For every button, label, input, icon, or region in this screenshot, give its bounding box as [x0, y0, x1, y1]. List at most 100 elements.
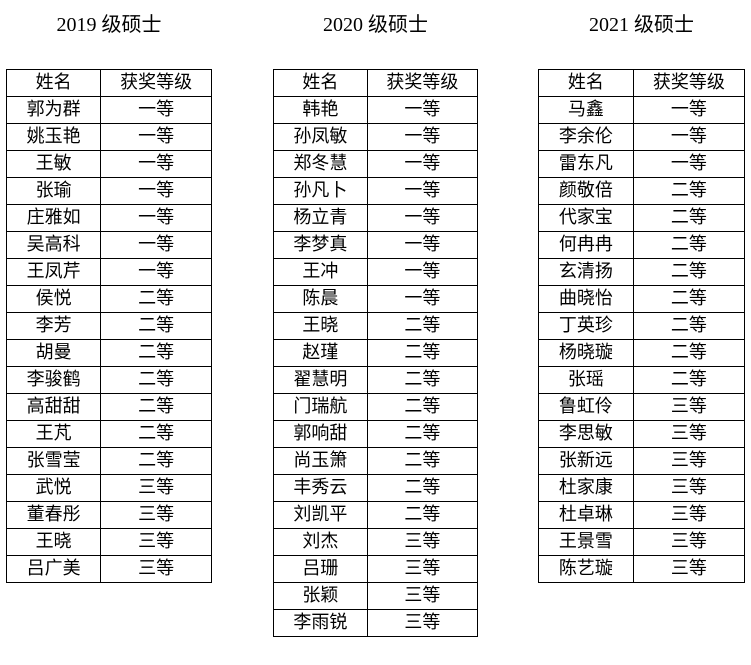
award-level-cell: 一等 — [366, 204, 479, 232]
student-row: 李余伦 一等 — [538, 123, 746, 151]
student-row: 姚玉艳 一等 — [5, 123, 212, 151]
student-name-cell: 丰秀云 — [273, 474, 368, 502]
cohort-2021-awards-table: 姓名 获奖等级 马鑫 一等 李余伦 一等 — [538, 69, 746, 583]
student-name-cell: 郭响甜 — [273, 420, 368, 448]
header-row: 姓名 获奖等级 — [538, 69, 746, 97]
cohort-2019-awards-table: 姓名 获奖等级 郭为群 一等 姚玉艳 一等 — [5, 69, 212, 583]
student-row: 张雪莹 二等 — [5, 447, 212, 475]
award-column-header: 获奖等级 — [366, 69, 479, 97]
cohort-2020-awards-table: 姓名 获奖等级 韩艳 一等 孙凤敏 一等 — [273, 69, 479, 637]
student-row: 张瑶 二等 — [538, 366, 746, 394]
student-row: 郭响甜 二等 — [273, 420, 479, 448]
student-name-cell: 张颖 — [273, 582, 368, 610]
student-row: 马鑫 一等 — [538, 96, 746, 124]
student-row: 曲晓怡 二等 — [538, 285, 746, 313]
award-level-cell: 一等 — [100, 177, 212, 205]
student-row: 武悦 三等 — [5, 474, 212, 502]
student-name-cell: 王景雪 — [538, 528, 634, 556]
award-level-cell: 一等 — [366, 150, 479, 178]
student-name-cell: 杜卓琳 — [538, 501, 634, 529]
student-name-cell: 杜家康 — [538, 474, 634, 502]
award-level-cell: 三等 — [632, 420, 746, 448]
cohort-2021-title: 2021 级硕士 — [589, 14, 694, 36]
student-row: 王敏 一等 — [5, 150, 212, 178]
award-level-cell: 一等 — [100, 258, 212, 286]
student-name-cell: 高甜甜 — [5, 393, 102, 421]
name-column-header: 姓名 — [5, 69, 102, 97]
award-level-cell: 一等 — [100, 150, 212, 178]
student-row: 王芃 二等 — [5, 420, 212, 448]
student-row: 孙凤敏 一等 — [273, 123, 479, 151]
student-row: 高甜甜 二等 — [5, 393, 212, 421]
award-level-cell: 三等 — [366, 528, 479, 556]
award-level-cell: 二等 — [366, 420, 479, 448]
award-column-header: 获奖等级 — [632, 69, 746, 97]
cohort-2021-section: 2021 级硕士 姓名 获奖等级 马鑫 一等 李余伦 — [538, 13, 746, 583]
student-row: 胡曼 二等 — [5, 339, 212, 367]
student-name-cell: 玄清扬 — [538, 258, 634, 286]
award-level-cell: 二等 — [366, 339, 479, 367]
award-level-cell: 二等 — [100, 420, 212, 448]
award-level-cell: 三等 — [100, 474, 212, 502]
student-row: 尚玉箫 二等 — [273, 447, 479, 475]
student-name-cell: 李梦真 — [273, 231, 368, 259]
award-level-cell: 一等 — [366, 231, 479, 259]
student-name-cell: 刘杰 — [273, 528, 368, 556]
student-name-cell: 杨立青 — [273, 204, 368, 232]
student-name-cell: 杨晓璇 — [538, 339, 634, 367]
name-column-header: 姓名 — [538, 69, 634, 97]
award-level-cell: 三等 — [632, 501, 746, 529]
student-name-cell: 王晓 — [273, 312, 368, 340]
student-name-cell: 郑冬慧 — [273, 150, 368, 178]
student-name-cell: 王凤芹 — [5, 258, 102, 286]
student-name-cell: 吕广美 — [5, 555, 102, 583]
tables-container: 2019 级硕士 姓名 获奖等级 郭为群 一等 姚玉艳 — [5, 13, 746, 637]
student-name-cell: 何冉冉 — [538, 231, 634, 259]
award-level-cell: 二等 — [632, 231, 746, 259]
student-name-cell: 庄雅如 — [5, 204, 102, 232]
award-level-cell: 三等 — [366, 609, 479, 637]
award-level-cell: 三等 — [100, 528, 212, 556]
student-row: 王晓 二等 — [273, 312, 479, 340]
award-level-cell: 二等 — [100, 285, 212, 313]
award-level-cell: 三等 — [632, 393, 746, 421]
student-row: 李芳 二等 — [5, 312, 212, 340]
student-row: 陈艺璇 三等 — [538, 555, 746, 583]
student-row: 鲁虹伶 三等 — [538, 393, 746, 421]
name-column-header: 姓名 — [273, 69, 368, 97]
student-name-cell: 李骏鹤 — [5, 366, 102, 394]
student-name-cell: 陈晨 — [273, 285, 368, 313]
award-level-cell: 二等 — [632, 366, 746, 394]
student-name-cell: 李雨锐 — [273, 609, 368, 637]
award-level-cell: 一等 — [100, 204, 212, 232]
student-row: 王凤芹 一等 — [5, 258, 212, 286]
student-row: 李雨锐 三等 — [273, 609, 479, 637]
student-row: 门瑞航 二等 — [273, 393, 479, 421]
award-level-cell: 三等 — [632, 555, 746, 583]
student-name-cell: 马鑫 — [538, 96, 634, 124]
student-name-cell: 李思敏 — [538, 420, 634, 448]
award-level-cell: 二等 — [100, 339, 212, 367]
award-level-cell: 一等 — [366, 96, 479, 124]
student-row: 李思敏 三等 — [538, 420, 746, 448]
award-level-cell: 三等 — [100, 555, 212, 583]
cohort-2021-table-body: 马鑫 一等 李余伦 一等 雷东凡 一等 颜敬倍 — [538, 96, 746, 583]
student-row: 雷东凡 一等 — [538, 150, 746, 178]
student-row: 丰秀云 二等 — [273, 474, 479, 502]
cohort-2019-table-body: 郭为群 一等 姚玉艳 一等 王敏 一等 张瑜 — [5, 96, 212, 583]
student-row: 张瑜 一等 — [5, 177, 212, 205]
student-row: 王晓 三等 — [5, 528, 212, 556]
student-row: 王景雪 三等 — [538, 528, 746, 556]
award-level-cell: 三等 — [632, 528, 746, 556]
student-row: 何冉冉 二等 — [538, 231, 746, 259]
student-name-cell: 王敏 — [5, 150, 102, 178]
award-level-cell: 二等 — [100, 393, 212, 421]
award-level-cell: 二等 — [366, 474, 479, 502]
student-row: 李骏鹤 二等 — [5, 366, 212, 394]
student-name-cell: 王芃 — [5, 420, 102, 448]
award-level-cell: 一等 — [366, 177, 479, 205]
student-name-cell: 郭为群 — [5, 96, 102, 124]
award-level-cell: 二等 — [366, 366, 479, 394]
student-row: 孙凡卜 一等 — [273, 177, 479, 205]
student-name-cell: 董春彤 — [5, 501, 102, 529]
